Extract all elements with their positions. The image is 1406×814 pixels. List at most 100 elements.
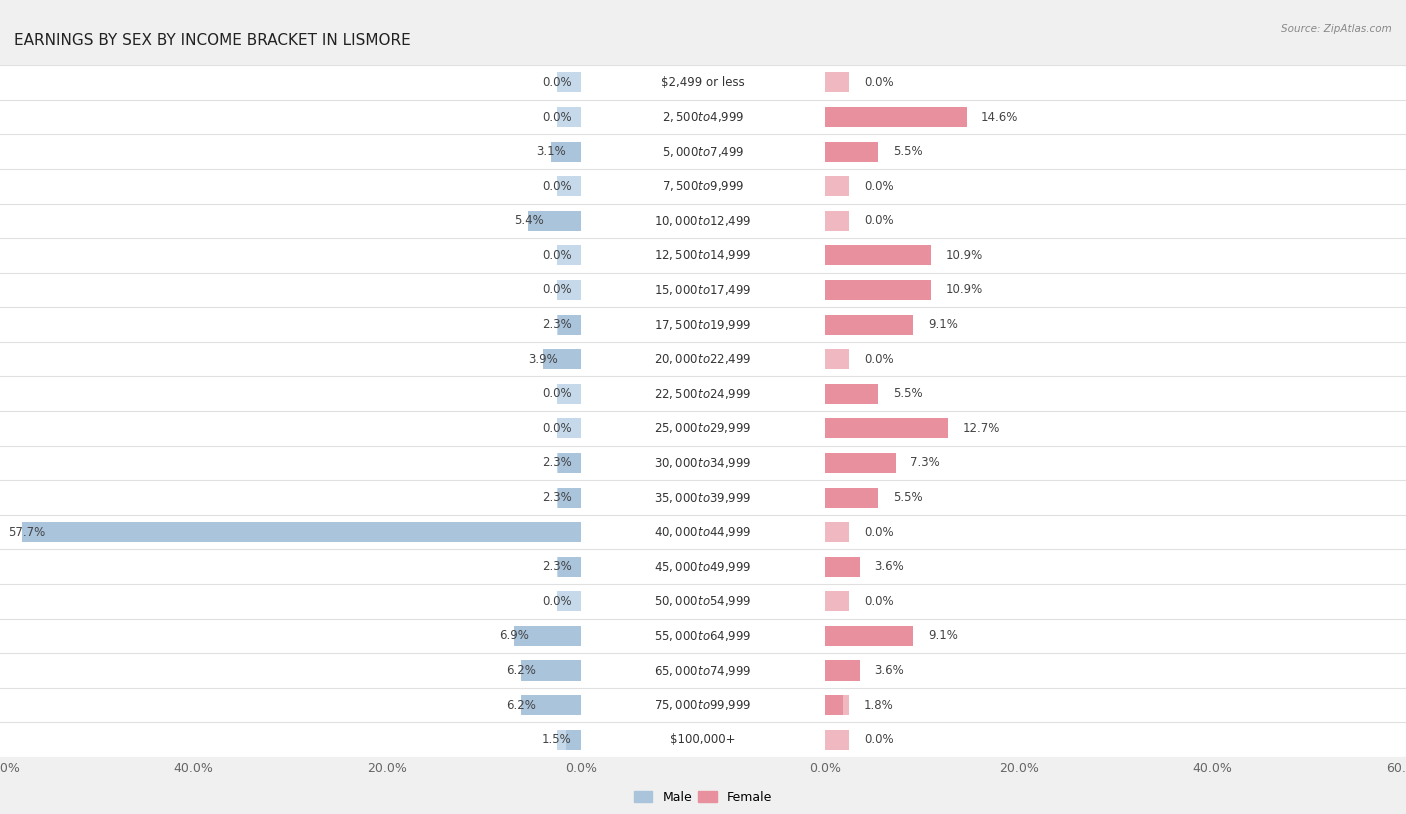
Text: 3.6%: 3.6% bbox=[875, 664, 904, 677]
Bar bbox=[825, 453, 896, 473]
Bar bbox=[825, 280, 931, 300]
Text: 10.9%: 10.9% bbox=[945, 249, 983, 262]
Text: 0.0%: 0.0% bbox=[863, 526, 894, 539]
Bar bbox=[825, 142, 849, 162]
Bar bbox=[825, 619, 1406, 653]
Bar bbox=[825, 660, 860, 681]
Text: 0.0%: 0.0% bbox=[863, 733, 894, 746]
Text: 0.0%: 0.0% bbox=[863, 595, 894, 608]
Bar bbox=[0, 514, 581, 549]
Text: 0.0%: 0.0% bbox=[863, 180, 894, 193]
Bar bbox=[0, 238, 581, 273]
Bar bbox=[825, 653, 1406, 688]
Bar bbox=[557, 557, 581, 577]
Bar bbox=[825, 695, 842, 716]
Bar bbox=[557, 245, 581, 265]
Bar bbox=[825, 238, 1406, 273]
Bar bbox=[825, 557, 849, 577]
Bar bbox=[581, 238, 825, 273]
Bar bbox=[557, 383, 581, 404]
Bar bbox=[0, 653, 581, 688]
Bar bbox=[581, 446, 825, 480]
Text: 0.0%: 0.0% bbox=[863, 76, 894, 89]
Text: $15,000 to $17,499: $15,000 to $17,499 bbox=[654, 283, 752, 297]
Bar bbox=[825, 376, 1406, 411]
Text: $2,499 or less: $2,499 or less bbox=[661, 76, 745, 89]
Bar bbox=[557, 626, 581, 646]
Bar bbox=[825, 99, 1406, 134]
Text: $40,000 to $44,999: $40,000 to $44,999 bbox=[654, 525, 752, 539]
Text: $10,000 to $12,499: $10,000 to $12,499 bbox=[654, 214, 752, 228]
Text: $30,000 to $34,999: $30,000 to $34,999 bbox=[654, 456, 752, 470]
Bar bbox=[825, 176, 849, 196]
Bar bbox=[825, 723, 1406, 757]
Text: 57.7%: 57.7% bbox=[8, 526, 45, 539]
Bar bbox=[557, 314, 581, 335]
Bar bbox=[825, 211, 849, 231]
Bar bbox=[0, 169, 581, 204]
Bar bbox=[581, 204, 825, 238]
Bar bbox=[825, 314, 849, 335]
Bar bbox=[558, 488, 581, 508]
Bar bbox=[825, 549, 1406, 584]
Bar bbox=[581, 549, 825, 584]
Bar bbox=[557, 591, 581, 611]
Text: 5.4%: 5.4% bbox=[515, 214, 544, 227]
Bar bbox=[825, 522, 849, 542]
Text: Source: ZipAtlas.com: Source: ZipAtlas.com bbox=[1281, 24, 1392, 34]
Text: 0.0%: 0.0% bbox=[543, 422, 572, 435]
Bar bbox=[551, 142, 581, 162]
Bar bbox=[0, 307, 581, 342]
Bar bbox=[825, 134, 1406, 169]
Text: 5.5%: 5.5% bbox=[893, 387, 922, 400]
Text: 0.0%: 0.0% bbox=[543, 111, 572, 124]
Bar bbox=[558, 453, 581, 473]
Bar bbox=[825, 411, 1406, 446]
Text: 12.7%: 12.7% bbox=[963, 422, 1000, 435]
Bar bbox=[825, 514, 1406, 549]
Bar bbox=[825, 557, 860, 577]
Legend: Male, Female: Male, Female bbox=[634, 790, 772, 803]
Bar bbox=[22, 522, 581, 542]
Bar bbox=[581, 99, 825, 134]
Bar bbox=[0, 411, 581, 446]
Text: $25,000 to $29,999: $25,000 to $29,999 bbox=[654, 422, 752, 435]
Bar bbox=[520, 660, 581, 681]
Text: 3.9%: 3.9% bbox=[529, 352, 558, 365]
Bar bbox=[529, 211, 581, 231]
Bar bbox=[825, 107, 966, 127]
Bar bbox=[825, 72, 849, 93]
Bar bbox=[567, 729, 581, 750]
Text: 5.5%: 5.5% bbox=[893, 145, 922, 158]
Text: 1.8%: 1.8% bbox=[863, 698, 894, 711]
Text: 2.3%: 2.3% bbox=[543, 457, 572, 470]
Bar bbox=[825, 307, 1406, 342]
Text: 6.2%: 6.2% bbox=[506, 664, 536, 677]
Bar bbox=[825, 729, 849, 750]
Text: 0.0%: 0.0% bbox=[543, 76, 572, 89]
Text: 3.6%: 3.6% bbox=[875, 560, 904, 573]
Bar bbox=[557, 142, 581, 162]
Bar bbox=[557, 729, 581, 750]
Text: EARNINGS BY SEX BY INCOME BRACKET IN LISMORE: EARNINGS BY SEX BY INCOME BRACKET IN LIS… bbox=[14, 33, 411, 47]
Bar bbox=[581, 134, 825, 169]
Bar bbox=[0, 65, 581, 99]
Bar bbox=[825, 591, 849, 611]
Text: $35,000 to $39,999: $35,000 to $39,999 bbox=[654, 491, 752, 505]
Text: 6.2%: 6.2% bbox=[506, 698, 536, 711]
Bar bbox=[581, 514, 825, 549]
Bar bbox=[557, 660, 581, 681]
Text: 1.5%: 1.5% bbox=[543, 733, 572, 746]
Bar bbox=[825, 142, 879, 162]
Bar bbox=[825, 383, 849, 404]
Text: 0.0%: 0.0% bbox=[543, 387, 572, 400]
Bar bbox=[825, 169, 1406, 204]
Text: 0.0%: 0.0% bbox=[543, 283, 572, 296]
Text: 6.9%: 6.9% bbox=[499, 629, 529, 642]
Bar bbox=[557, 522, 581, 542]
Text: $75,000 to $99,999: $75,000 to $99,999 bbox=[654, 698, 752, 712]
Text: 0.0%: 0.0% bbox=[543, 180, 572, 193]
Text: 7.3%: 7.3% bbox=[911, 457, 941, 470]
Bar bbox=[581, 307, 825, 342]
Bar bbox=[581, 376, 825, 411]
